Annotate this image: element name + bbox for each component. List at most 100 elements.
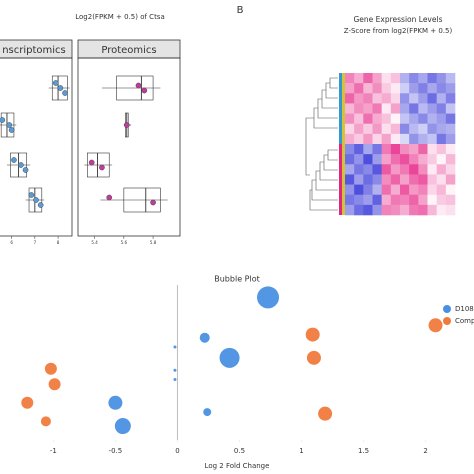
group-bar (339, 144, 342, 215)
heat-cell (445, 144, 456, 155)
point (106, 194, 113, 201)
bubble (40, 416, 51, 427)
heat-cell (409, 133, 419, 145)
point (62, 90, 68, 96)
heat-cell (400, 184, 410, 196)
heat-cell (418, 103, 428, 114)
heat-cell (400, 123, 410, 135)
heat-cell (345, 123, 355, 135)
heat-cell (427, 194, 437, 206)
heat-cell (400, 204, 410, 216)
heat-cell (390, 144, 401, 155)
x-tick-label: 1.5 (358, 447, 369, 455)
heat-cell (363, 164, 373, 175)
heat-cell (354, 194, 364, 206)
x-tick-label: 5.4 (91, 240, 98, 245)
heat-cell (409, 154, 419, 165)
box (116, 75, 154, 101)
heat-cell (418, 73, 428, 84)
heat-cell (381, 194, 392, 206)
heat-cell (372, 73, 382, 84)
point (28, 192, 35, 198)
heat-cell (436, 174, 447, 185)
heat-cell (409, 93, 419, 104)
heat-cell (354, 144, 364, 155)
heat-cell (363, 144, 373, 155)
bubble (44, 362, 57, 375)
heat-cell (400, 83, 410, 94)
point (18, 162, 24, 168)
heat-cell (427, 103, 437, 114)
heat-cell (390, 164, 401, 175)
heat-cell (418, 83, 428, 94)
point (57, 85, 64, 91)
bubble (257, 286, 280, 309)
heat-cell (354, 103, 364, 114)
heat-cell (445, 123, 456, 135)
heat-cell (418, 123, 428, 135)
heat-cell (436, 93, 447, 104)
heat-cell (372, 154, 382, 165)
heat-cell (363, 184, 373, 196)
dendrogram (305, 77, 338, 211)
heat-cell (445, 113, 456, 125)
x-tick-label: 7 (34, 240, 37, 245)
heat-cell (345, 144, 355, 155)
point (123, 122, 130, 128)
x-tick-label: 2 (423, 447, 427, 455)
heat-cell (409, 73, 419, 84)
heat-cell (381, 204, 392, 216)
point (135, 82, 142, 89)
x-axis-label: Log 2 Fold Change (205, 462, 270, 470)
heat-cell (381, 113, 392, 125)
heat-cell (354, 93, 364, 104)
heat-cell (409, 184, 419, 196)
point (141, 87, 148, 94)
heat-cell (381, 164, 392, 175)
x-tick-label: 0.5 (234, 447, 245, 455)
group-bar (342, 73, 345, 215)
heat-cell (436, 204, 447, 216)
heat-cell (436, 133, 447, 145)
heat-cell (445, 174, 456, 185)
heat-cell (381, 73, 392, 84)
heat-cell (427, 83, 437, 94)
legend-swatch (443, 317, 451, 325)
panel-label: B (237, 5, 244, 16)
heat-cell (390, 184, 401, 196)
heat-cell (372, 103, 382, 114)
heat-cell (427, 93, 437, 104)
heat-cell (363, 73, 373, 84)
heat-cell (345, 93, 355, 104)
x-tick-label: 5.8 (150, 240, 157, 245)
heat-cell (418, 194, 428, 206)
heat-cell (409, 103, 419, 114)
heat-cell (436, 83, 447, 94)
heat-cell (427, 174, 437, 185)
heat-cell (390, 83, 401, 94)
box-title: Log2(FPKM + 0.5) of Ctsa (75, 13, 165, 21)
heat-cell (354, 113, 364, 125)
heat-cell (372, 194, 382, 206)
heat-cell (400, 144, 410, 155)
heat-cell (354, 174, 364, 185)
heat-cell (363, 103, 373, 114)
heat-cell (400, 113, 410, 125)
bubble (173, 378, 177, 382)
heat-cell (445, 83, 456, 94)
heat-cell (445, 154, 456, 165)
heat-cell (409, 144, 419, 155)
bubble (199, 332, 210, 343)
heat-cell (345, 113, 355, 125)
facet-label: Proteomics (101, 45, 156, 56)
heat-cell (427, 123, 437, 135)
heat-cell (436, 113, 447, 125)
heat-cell (418, 174, 428, 185)
bubble (305, 327, 320, 342)
heat-cell (390, 174, 401, 185)
bubble (114, 418, 131, 435)
heat-cell (363, 174, 373, 185)
bubble (173, 345, 177, 349)
box (28, 187, 43, 213)
